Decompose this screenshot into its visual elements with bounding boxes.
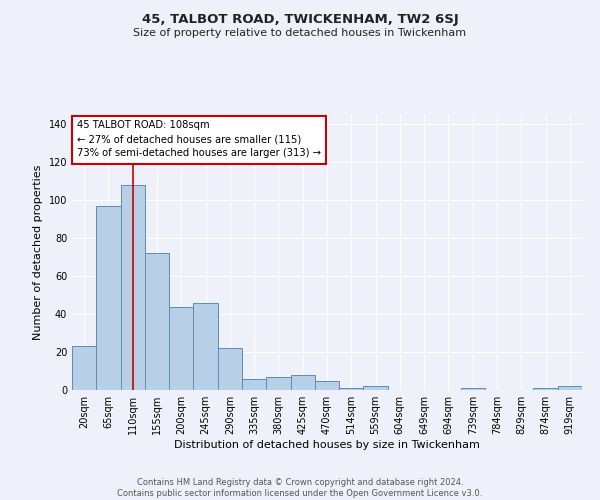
Bar: [169, 306, 193, 390]
Y-axis label: Number of detached properties: Number of detached properties: [33, 165, 43, 340]
Text: Size of property relative to detached houses in Twickenham: Size of property relative to detached ho…: [133, 28, 467, 38]
Bar: [461, 388, 485, 390]
Bar: [339, 388, 364, 390]
Bar: [72, 346, 96, 390]
Bar: [290, 375, 315, 390]
Bar: [558, 386, 582, 390]
Bar: [193, 303, 218, 390]
Text: 45 TALBOT ROAD: 108sqm
← 27% of detached houses are smaller (115)
73% of semi-de: 45 TALBOT ROAD: 108sqm ← 27% of detached…: [77, 120, 321, 158]
Bar: [218, 348, 242, 390]
Bar: [315, 380, 339, 390]
Bar: [145, 254, 169, 390]
Bar: [242, 378, 266, 390]
Bar: [364, 386, 388, 390]
X-axis label: Distribution of detached houses by size in Twickenham: Distribution of detached houses by size …: [174, 440, 480, 450]
Text: Contains HM Land Registry data © Crown copyright and database right 2024.
Contai: Contains HM Land Registry data © Crown c…: [118, 478, 482, 498]
Bar: [266, 376, 290, 390]
Bar: [121, 185, 145, 390]
Bar: [533, 388, 558, 390]
Bar: [96, 206, 121, 390]
Text: 45, TALBOT ROAD, TWICKENHAM, TW2 6SJ: 45, TALBOT ROAD, TWICKENHAM, TW2 6SJ: [142, 12, 458, 26]
